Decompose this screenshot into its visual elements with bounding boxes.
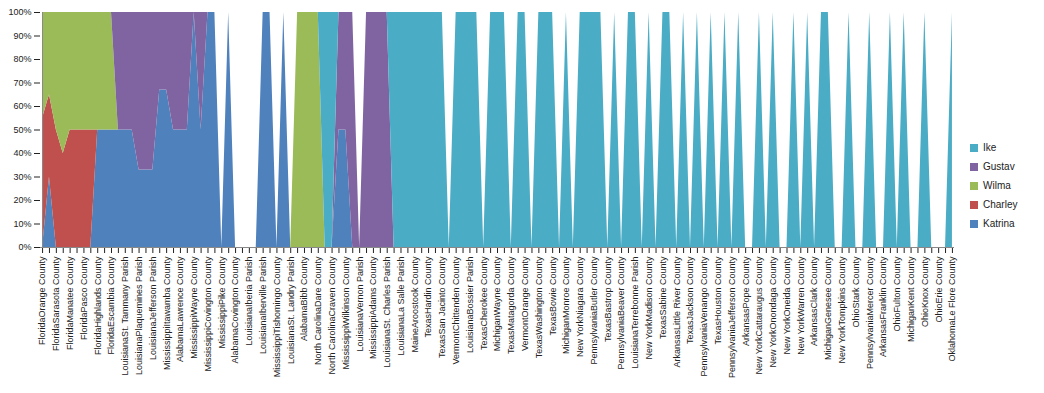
svg-text:LouisianaBossier Parish: LouisianaBossier Parish: [465, 257, 475, 354]
svg-text:LouisianaSt. Charles Parish: LouisianaSt. Charles Parish: [382, 257, 392, 368]
svg-text:PennsylvaniaMercer County: PennsylvaniaMercer County: [865, 256, 875, 369]
svg-text:PennsylvaniaBeaver County: PennsylvaniaBeaver County: [616, 256, 626, 370]
svg-text:60%: 60%: [13, 101, 31, 111]
svg-text:LouisianaSt. Landry Parish: LouisianaSt. Landry Parish: [286, 257, 296, 365]
svg-text:LouisianaPlaquemines Parish: LouisianaPlaquemines Parish: [134, 257, 144, 376]
html-text:Ike: Ike: [983, 142, 997, 153]
svg-text:MississippiAdams County: MississippiAdams County: [368, 256, 378, 359]
svg-text:LouisianaLa Salle Parish: LouisianaLa Salle Parish: [396, 257, 406, 356]
svg-text:ArkansasPope County: ArkansasPope County: [741, 256, 751, 346]
svg-text:OhioKnox County: OhioKnox County: [920, 256, 930, 327]
svg-text:TexasMatagorda County: TexasMatagorda County: [506, 256, 516, 354]
svg-text:ArkansasClark County: ArkansasClark County: [809, 256, 819, 346]
svg-text:OhioFulton County: OhioFulton County: [892, 256, 902, 332]
svg-text:LouisianaSt. Tammany Parish: LouisianaSt. Tammany Parish: [120, 257, 130, 376]
svg-text:MississippiWilkinson County: MississippiWilkinson County: [341, 256, 351, 370]
svg-text:New YorkTompkins County: New YorkTompkins County: [837, 256, 847, 364]
html-text:Gustav: Gustav: [983, 161, 1015, 172]
svg-text:40%: 40%: [13, 148, 31, 158]
svg-text:90%: 90%: [13, 31, 31, 41]
svg-text:TexasHardin County: TexasHardin County: [423, 256, 433, 338]
svg-text:OhioStark County: OhioStark County: [851, 256, 861, 328]
svg-text:VermontChittenden County: VermontChittenden County: [451, 256, 461, 365]
svg-text:FloridaHighlands County: FloridaHighlands County: [93, 256, 103, 355]
svg-text:PennsylvaniaVenango County: PennsylvaniaVenango County: [699, 256, 709, 377]
svg-text:LouisianaIberville Parish: LouisianaIberville Parish: [258, 257, 268, 355]
svg-text:OklahomaLe Flore County: OklahomaLe Flore County: [947, 256, 957, 362]
svg-text:FloridaSarasota County: FloridaSarasota County: [51, 256, 61, 351]
svg-text:MississippiPike County: MississippiPike County: [217, 256, 227, 349]
svg-text:North CarolinaDare County: North CarolinaDare County: [313, 256, 323, 365]
svg-text:FloridaOrange County: FloridaOrange County: [37, 256, 47, 345]
svg-text:MichiganKent County: MichiganKent County: [906, 256, 916, 342]
svg-text:80%: 80%: [13, 54, 31, 64]
svg-text:ArkansasFranklin County: ArkansasFranklin County: [878, 256, 888, 357]
svg-text:FloridaEscambia County: FloridaEscambia County: [106, 256, 116, 355]
svg-text:New YorkOneida County: New YorkOneida County: [782, 256, 792, 355]
svg-text:TexasBastrop County: TexasBastrop County: [603, 256, 613, 342]
svg-text:New YorkMadison County: New YorkMadison County: [644, 256, 654, 360]
html-text:Charley: Charley: [983, 199, 1018, 210]
svg-text:LouisianaIberia Parish: LouisianaIberia Parish: [244, 257, 254, 346]
svg-text:TexasSabine County: TexasSabine County: [658, 256, 668, 339]
svg-text:VermontOrange County: VermontOrange County: [520, 256, 530, 351]
svg-text:ArkansasLittle River County: ArkansasLittle River County: [672, 256, 682, 368]
svg-text:20%: 20%: [13, 195, 31, 205]
svg-text:LouisianaJefferson Parish: LouisianaJefferson Parish: [148, 257, 158, 360]
svg-text:MississippiTishomingo County: MississippiTishomingo County: [272, 256, 282, 377]
svg-text:AlabamaCovington County: AlabamaCovington County: [230, 256, 240, 364]
svg-text:LouisianaVernon Parish: LouisianaVernon Parish: [355, 257, 365, 352]
svg-text:MaineAroostook County: MaineAroostook County: [410, 256, 420, 353]
svg-text:AlabamaBibb County: AlabamaBibb County: [299, 256, 309, 341]
svg-text:New YorkNiagara County: New YorkNiagara County: [575, 256, 585, 357]
svg-text:MississippiWayne County: MississippiWayne County: [189, 256, 199, 359]
svg-text:50%: 50%: [13, 125, 31, 135]
svg-text:TexasJackson County: TexasJackson County: [685, 256, 695, 344]
svg-text:AlabamaLawrence County: AlabamaLawrence County: [175, 256, 185, 362]
html-text:Katrina: Katrina: [983, 218, 1015, 229]
svg-text:New YorkWarren County: New YorkWarren County: [796, 256, 806, 355]
svg-text:FloridaManatee County: FloridaManatee County: [65, 256, 75, 350]
svg-text:100%: 100%: [8, 7, 31, 17]
svg-text:LouisianaTerrebonne Parish: LouisianaTerrebonne Parish: [630, 257, 640, 369]
svg-text:TexasWashington County: TexasWashington County: [534, 256, 544, 358]
html-text:Wilma: Wilma: [983, 180, 1011, 191]
svg-text:30%: 30%: [13, 172, 31, 182]
svg-text:70%: 70%: [13, 78, 31, 88]
svg-text:MichiganGenesee County: MichiganGenesee County: [823, 256, 833, 360]
svg-text:TexasBowie County: TexasBowie County: [548, 256, 558, 336]
svg-text:TexasHouston County: TexasHouston County: [713, 256, 723, 345]
svg-text:10%: 10%: [13, 219, 31, 229]
svg-text:New YorkOnondaga County: New YorkOnondaga County: [768, 256, 778, 368]
svg-text:MississippiItawamba County: MississippiItawamba County: [162, 256, 172, 370]
svg-text:0%: 0%: [18, 242, 31, 252]
svg-text:MichiganWayne County: MichiganWayne County: [492, 256, 502, 351]
svg-text:PennsylvaniaJefferson County: PennsylvaniaJefferson County: [727, 256, 737, 378]
svg-text:FloridaPasco County: FloridaPasco County: [79, 256, 89, 340]
svg-text:New YorkCattaraugus County: New YorkCattaraugus County: [754, 256, 764, 375]
svg-text:PennsylvaniaButler County: PennsylvaniaButler County: [589, 256, 599, 365]
svg-text:MichiganMonroe County: MichiganMonroe County: [561, 256, 571, 354]
svg-text:MississippiCovington County: MississippiCovington County: [203, 256, 213, 372]
svg-text:TexasSan Jacinto County: TexasSan Jacinto County: [437, 256, 447, 358]
svg-text:OhioErie County: OhioErie County: [934, 256, 944, 323]
svg-text:North CarolinaCraven County: North CarolinaCraven County: [327, 256, 337, 375]
svg-text:TexasCherokee County: TexasCherokee County: [479, 256, 489, 350]
